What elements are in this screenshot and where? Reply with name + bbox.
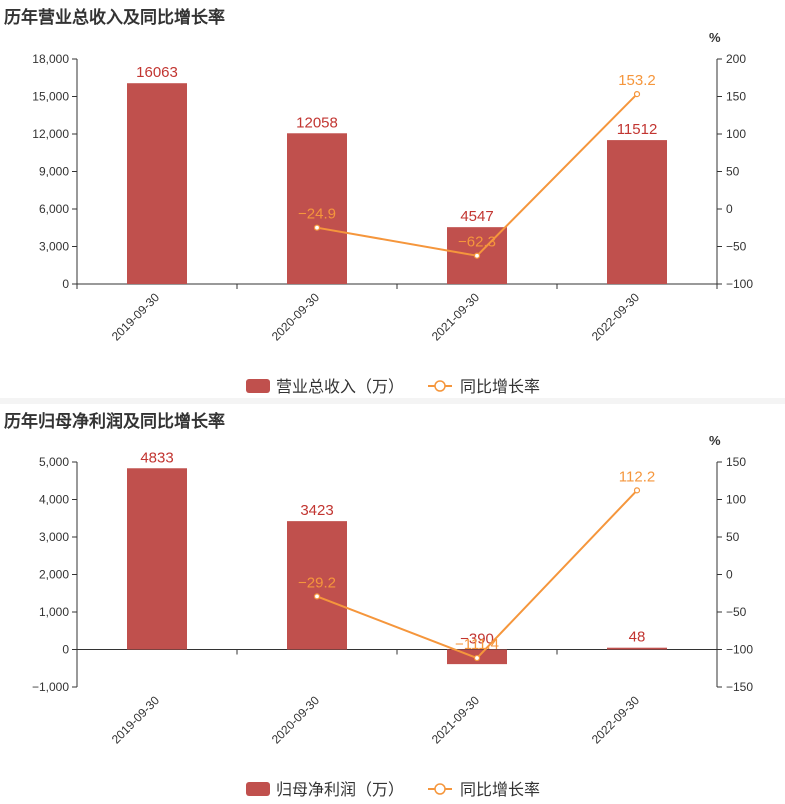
- legend-line-marker: [434, 380, 446, 392]
- left-axis-tick-label: 2,000: [39, 568, 69, 582]
- left-axis-tick-label: 1,000: [39, 605, 69, 619]
- bar: [287, 133, 347, 284]
- legend-line-label: 同比增长率: [460, 781, 540, 799]
- x-axis-tick-label: 2021-09-30: [429, 693, 483, 747]
- chart-title: 历年归母净利润及同比增长率: [4, 412, 225, 431]
- bar: [287, 521, 347, 650]
- growth-rate-label: 112.2: [619, 468, 655, 485]
- left-axis-tick-label: 6,000: [39, 202, 69, 216]
- growth-rate-label: −29.2: [298, 574, 336, 591]
- profit-chart: −1,000 0 1,000 2,000 3,000 4,000 5,000 −150 −100…: [32, 433, 753, 799]
- bar: [127, 468, 187, 650]
- legend-bar-swatch: [246, 379, 270, 393]
- right-axis-tick-label: 50: [726, 165, 740, 179]
- right-axis-tick-label: −150: [726, 680, 753, 694]
- growth-rate-label: −111.4: [455, 636, 499, 653]
- growth-rate-point: [633, 487, 641, 494]
- x-axis-tick-label: 2021-09-30: [429, 290, 483, 344]
- bar-value-label: 12058: [296, 114, 338, 131]
- left-axis-tick-label: −1,000: [32, 680, 69, 694]
- x-axis-tick-label: 2020-09-30: [269, 693, 323, 747]
- bar-value-label: −390: [460, 631, 494, 648]
- left-axis-tick-label: 3,000: [39, 240, 69, 254]
- bar-value-label: 4833: [140, 449, 173, 466]
- left-axis-tick-label: 9,000: [39, 165, 69, 179]
- right-axis-tick-label: 150: [726, 455, 746, 469]
- right-axis-tick-label: −50: [726, 605, 747, 619]
- right-axis-tick-label: −100: [726, 277, 753, 291]
- profit-chart-panel: 历年归母净利润及同比增长率 −1,000 0 1,000 2,000 3,000 4,00…: [0, 404, 785, 804]
- x-axis-tick-label: 2019-09-30: [109, 290, 163, 344]
- right-axis-tick-label: 0: [726, 568, 733, 582]
- x-axis-tick-label: 2022-09-30: [589, 290, 643, 344]
- legend-bar-swatch: [246, 782, 270, 796]
- x-axis-tick-label: 2019-09-30: [109, 693, 163, 747]
- bar-value-label: 11512: [617, 121, 658, 138]
- bar: [127, 83, 187, 285]
- growth-rate-point: [473, 252, 481, 259]
- bar-value-label: 16063: [136, 64, 178, 81]
- right-axis-tick-label: −50: [726, 240, 747, 254]
- legend-line-marker: [434, 783, 446, 795]
- left-axis-tick-label: 0: [62, 643, 69, 657]
- growth-rate-point: [313, 224, 321, 231]
- left-axis-tick-label: 15,000: [32, 90, 69, 104]
- right-axis-tick-label: 150: [726, 90, 746, 104]
- right-axis-tick-label: 100: [726, 493, 746, 507]
- growth-rate-label: −24.9: [298, 206, 336, 223]
- right-axis-unit: %: [709, 30, 721, 45]
- right-axis-tick-label: 50: [726, 530, 740, 544]
- revenue-chart: 0 3,000 6,000 9,000 12,000 15,000 18,000 −100 −5…: [32, 30, 753, 396]
- left-axis-tick-label: 18,000: [32, 52, 69, 66]
- right-axis-tick-label: 200: [726, 52, 746, 66]
- bar-value-label: 48: [629, 629, 646, 646]
- x-axis-tick-label: 2020-09-30: [269, 290, 323, 344]
- legend-bar-label: 归母净利润（万）: [276, 781, 404, 799]
- right-axis-tick-label: −100: [726, 643, 753, 657]
- left-axis-tick-label: 0: [62, 277, 69, 291]
- chart-title: 历年营业总收入及同比增长率: [4, 8, 225, 27]
- left-axis-tick-label: 4,000: [39, 493, 69, 507]
- growth-rate-label: −62.3: [458, 234, 496, 251]
- right-axis-tick-label: 100: [726, 127, 746, 141]
- growth-rate-point: [313, 593, 321, 600]
- right-axis-tick-label: 0: [726, 202, 733, 216]
- left-axis-tick-label: 12,000: [32, 127, 69, 141]
- x-axis-tick-label: 2022-09-30: [589, 693, 643, 747]
- legend-line-label: 同比增长率: [460, 378, 540, 396]
- growth-rate-point: [633, 90, 641, 98]
- bar-value-label: 3423: [300, 502, 333, 519]
- bar: [607, 647, 667, 650]
- bar: [607, 140, 667, 284]
- legend-bar-label: 营业总收入（万）: [276, 378, 404, 396]
- growth-rate-label: 153.2: [618, 72, 656, 89]
- bar-value-label: 4547: [460, 208, 493, 225]
- left-axis-tick-label: 5,000: [39, 455, 69, 469]
- growth-rate-point: [473, 654, 481, 662]
- left-axis-tick-label: 3,000: [39, 530, 69, 544]
- revenue-chart-panel: 历年营业总收入及同比增长率 0 3,000 6,000 9,000 12,000 15,0…: [0, 0, 785, 398]
- right-axis-unit: %: [709, 433, 721, 448]
